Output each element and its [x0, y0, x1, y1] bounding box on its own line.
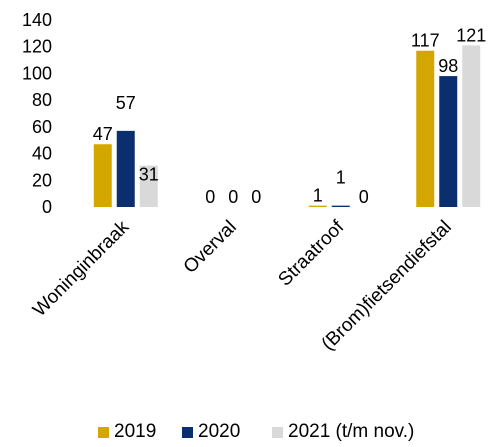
data-label: 57 — [116, 93, 136, 113]
chart-legend: 2019 2020 2021 (t/m nov.) — [0, 420, 504, 446]
data-label: 0 — [251, 187, 261, 207]
y-tick-label: 100 — [22, 63, 52, 83]
y-tick-label: 120 — [22, 37, 52, 57]
legend-item: 2019 — [98, 420, 156, 444]
y-tick-label: 20 — [32, 170, 52, 190]
x-tick-label: Straatroof — [274, 216, 348, 290]
data-label: 31 — [139, 165, 159, 185]
data-label: 121 — [456, 25, 486, 45]
y-axis-ticks: 0 20 40 60 80 100 120 140 — [22, 10, 52, 217]
bar — [139, 165, 158, 207]
data-label: 0 — [359, 187, 369, 207]
data-label: 47 — [93, 124, 113, 144]
y-tick-label: 140 — [22, 10, 52, 30]
bar — [462, 45, 481, 207]
bar — [308, 205, 327, 207]
bar — [416, 50, 435, 207]
bar — [93, 144, 112, 207]
data-label: 0 — [228, 187, 238, 207]
bar — [439, 76, 458, 207]
legend-label: 2020 — [198, 421, 241, 442]
legend-swatch — [272, 426, 283, 438]
legend-swatch — [98, 426, 109, 438]
legend-item: 2021 (t/m nov.) — [272, 420, 414, 444]
legend-label: 2019 — [114, 421, 157, 442]
data-label: 98 — [438, 56, 458, 76]
legend-label: 2021 (t/m nov.) — [288, 421, 415, 442]
y-tick-label: 40 — [32, 144, 52, 164]
bar — [331, 205, 350, 207]
y-tick-label: 60 — [32, 117, 52, 137]
data-label: 0 — [205, 187, 215, 207]
data-label: 1 — [336, 168, 346, 188]
y-tick-label: 0 — [42, 197, 52, 217]
x-tick-label: Overval — [180, 217, 241, 278]
data-label: 117 — [411, 31, 440, 51]
legend-item: 2020 — [182, 420, 240, 444]
bar-series-group — [93, 45, 481, 207]
x-axis-category-labels: Woninginbraak Overval Straatroof(Brom)fiet… — [29, 216, 456, 355]
bar — [116, 130, 135, 207]
y-tick-label: 80 — [32, 90, 52, 110]
x-tick-label: Woninginbraak — [29, 216, 134, 321]
legend-swatch — [182, 426, 193, 438]
data-label: 1 — [313, 186, 323, 206]
